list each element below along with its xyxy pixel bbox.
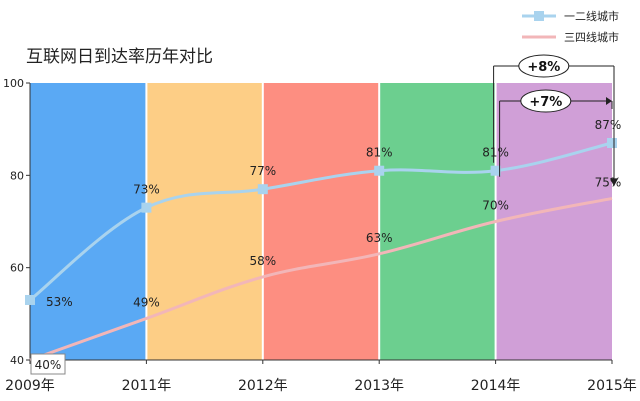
y-tick-label: 100 <box>3 77 24 90</box>
y-tick-label: 60 <box>10 262 24 275</box>
data-label-box <box>30 353 66 375</box>
series-1-marker <box>607 138 617 149</box>
y-tick-label: 40 <box>10 354 24 367</box>
data-label: 77% <box>249 164 276 178</box>
x-tick-label: 2015年 <box>587 378 637 394</box>
annotation-ellipse <box>518 54 570 78</box>
annotation-label: +8% <box>527 60 560 75</box>
data-label: 75% <box>595 175 622 189</box>
x-tick-label: 2009年 <box>5 378 55 394</box>
series-1-marker <box>141 202 152 213</box>
annotation-arrowhead <box>606 97 612 105</box>
annotation-ellipse <box>520 89 572 113</box>
band-1 <box>30 83 147 360</box>
legend-marker <box>534 11 544 21</box>
series-1-marker <box>25 294 35 305</box>
legend-label: 一二线城市 <box>564 9 619 23</box>
x-tick-label: 2012年 <box>238 378 288 394</box>
y-tick-label: 80 <box>10 169 24 182</box>
data-label: 40% <box>35 358 62 372</box>
annotation-label: +7% <box>529 95 562 110</box>
x-tick-label: 2011年 <box>122 378 172 394</box>
band-4 <box>379 83 496 360</box>
band-2 <box>146 83 263 360</box>
x-tick-label: 2014年 <box>471 378 521 394</box>
x-tick-label: 2013年 <box>354 378 404 394</box>
series-1-marker <box>374 165 385 176</box>
annotation-arrowhead <box>610 178 618 187</box>
series-1-marker <box>490 165 501 176</box>
data-label: 58% <box>249 254 276 268</box>
data-label: 53% <box>46 295 73 309</box>
data-label: 87% <box>595 118 622 132</box>
data-label: 81% <box>366 146 393 160</box>
legend-label: 三四线城市 <box>564 30 619 44</box>
data-label: 73% <box>133 183 160 197</box>
data-label: 49% <box>133 295 160 309</box>
data-label: 63% <box>366 231 393 245</box>
band-3 <box>262 83 380 360</box>
data-label: 81% <box>482 146 509 160</box>
band-5 <box>495 83 612 360</box>
series-line-2 <box>29 196 613 362</box>
series-1-marker <box>257 184 268 195</box>
data-label: 70% <box>482 199 509 213</box>
series-line-1 <box>29 141 613 302</box>
chart-title: 互联网日到达率历年对比 <box>26 47 213 67</box>
